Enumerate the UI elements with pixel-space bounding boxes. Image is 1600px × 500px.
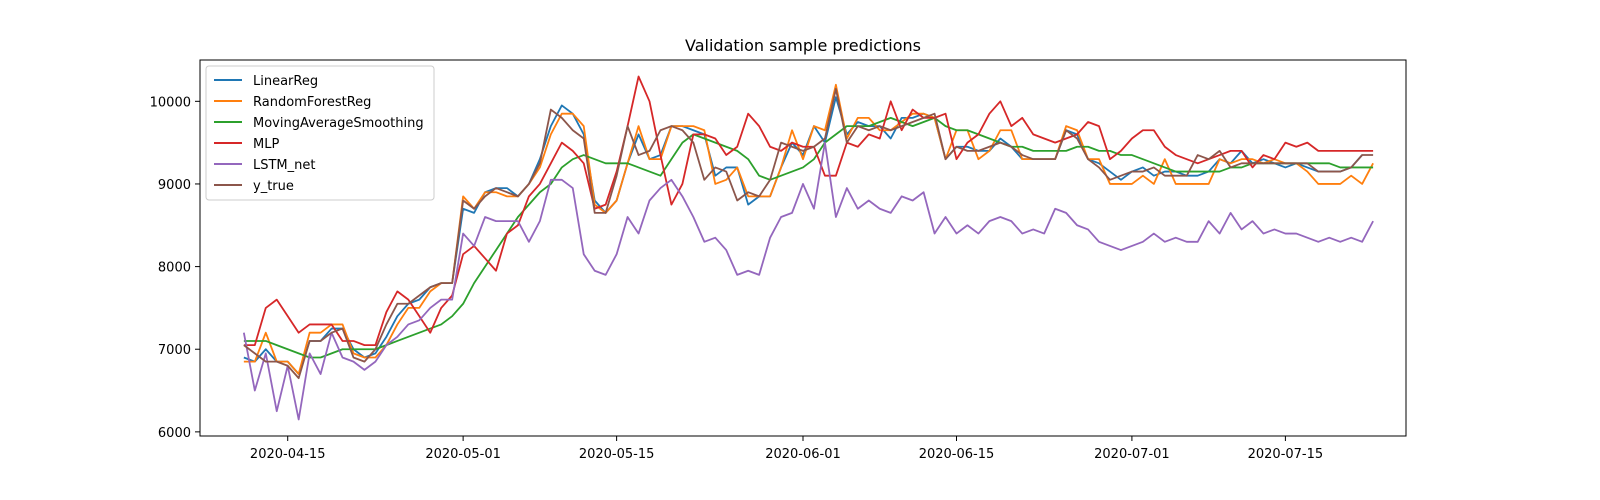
x-tick-label: 2020-06-01 — [765, 447, 841, 462]
x-tick-label: 2020-07-01 — [1094, 447, 1170, 462]
x-tick-label: 2020-05-15 — [579, 447, 655, 462]
y-axis: 6000 7000 8000 9000 10000 — [150, 95, 200, 441]
y-tick-label: 9000 — [158, 178, 191, 193]
legend: LinearReg RandomForestReg MovingAverageSmo… — [205, 65, 435, 201]
legend-entry: LSTM_net — [253, 158, 316, 173]
series-line-mlp — [243, 75, 1374, 347]
legend-entry: LinearReg — [253, 74, 318, 89]
series-line-lstm-net — [242, 141, 1374, 421]
series-line-y-true — [243, 88, 1374, 380]
series-line-randomforestreg — [243, 83, 1374, 375]
x-tick-label: 2020-06-15 — [919, 447, 995, 462]
legend-entry: MovingAverageSmoothing — [253, 116, 424, 131]
legend-box — [205, 65, 435, 201]
legend-entry: RandomForestReg — [253, 95, 371, 110]
y-tick-label: 6000 — [158, 426, 191, 441]
x-tick-label: 2020-04-15 — [250, 447, 326, 462]
y-tick-label: 7000 — [158, 343, 191, 358]
y-tick-label: 10000 — [150, 95, 191, 110]
series-lines — [242, 75, 1374, 421]
x-tick-label: 2020-05-01 — [425, 447, 501, 462]
y-tick-label: 8000 — [158, 261, 191, 276]
x-axis: 2020-04-15 2020-05-01 2020-05-15 2020-06-01… — [250, 436, 1323, 462]
chart-title: Validation sample predictions — [685, 36, 921, 55]
legend-entry: y_true — [253, 179, 294, 194]
legend-entry: MLP — [253, 137, 279, 152]
x-tick-label: 2020-07-15 — [1248, 447, 1324, 462]
